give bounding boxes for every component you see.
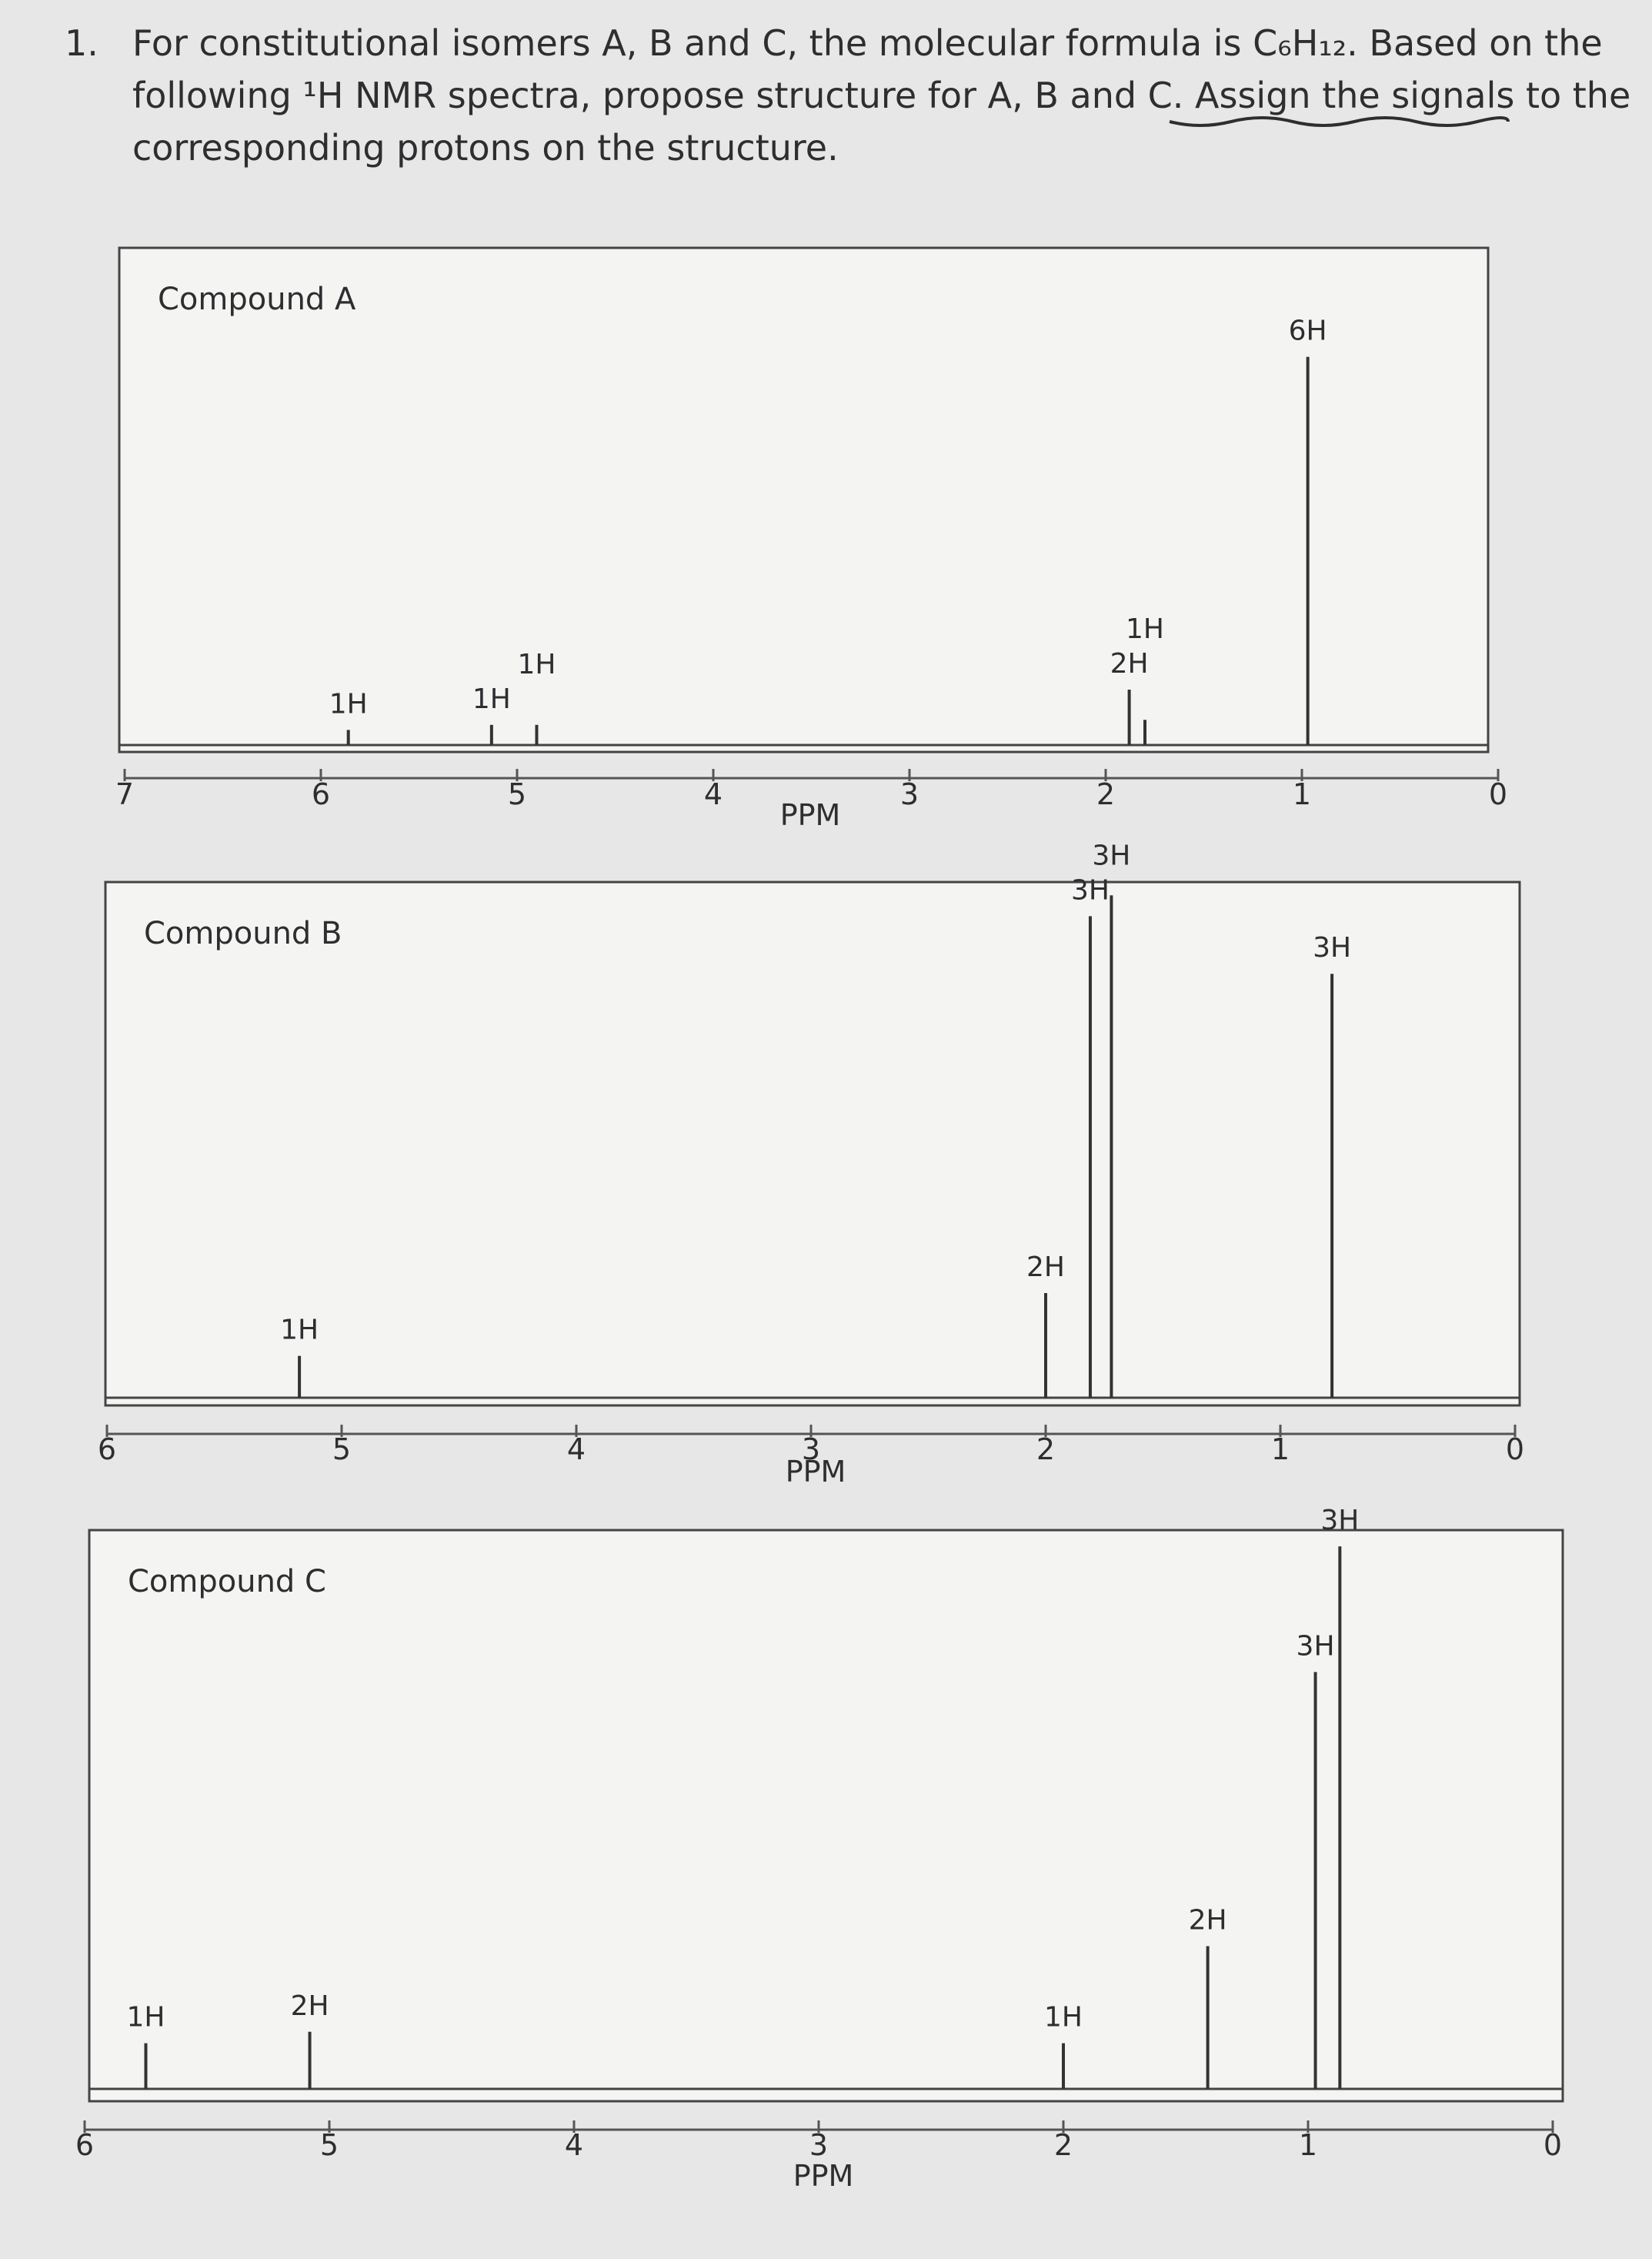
integration-label: 2H bbox=[1189, 1905, 1227, 1937]
tick-label: 1 bbox=[1293, 777, 1311, 811]
tick-label: 4 bbox=[565, 2128, 583, 2162]
tick-label: 5 bbox=[508, 777, 526, 811]
axis-label: PPM bbox=[780, 798, 841, 832]
integration-label: 1H bbox=[329, 688, 368, 720]
tick-label: 3 bbox=[900, 777, 919, 811]
spectrum-title: Compound A bbox=[158, 282, 356, 317]
tick-label: 0 bbox=[1544, 2128, 1562, 2162]
axis-label: PPM bbox=[793, 2159, 854, 2193]
spectrum-frame bbox=[118, 246, 1490, 754]
tick-label: 1 bbox=[1271, 1432, 1290, 1466]
tick-label: 5 bbox=[320, 2128, 339, 2162]
integration-label: 1H bbox=[472, 683, 511, 715]
tick-label: 2 bbox=[1036, 1432, 1055, 1466]
integration-label: 6H bbox=[1289, 316, 1327, 347]
question-number: 1. bbox=[65, 22, 98, 64]
integration-label: 2H bbox=[291, 1990, 329, 2022]
integration-label: 1H bbox=[1126, 613, 1164, 645]
integration-label: 1H bbox=[1044, 2002, 1083, 2033]
tick-label: 4 bbox=[704, 777, 723, 811]
spectrum-frame bbox=[104, 881, 1521, 1407]
integration-label: 2H bbox=[1110, 648, 1149, 680]
integration-label: 1H bbox=[127, 2002, 165, 2033]
integration-label: 3H bbox=[1071, 874, 1110, 906]
integration-label: 1H bbox=[280, 1315, 319, 1346]
integration-label: 3H bbox=[1092, 840, 1130, 871]
question-line: following ¹H NMR spectra, propose struct… bbox=[132, 75, 1630, 116]
tick-label: 3 bbox=[809, 2128, 828, 2162]
spectrum-frame bbox=[88, 1529, 1564, 2103]
tick-label: 6 bbox=[75, 2128, 94, 2162]
integration-label: 1H bbox=[518, 649, 556, 680]
tick-label: 2 bbox=[1096, 777, 1115, 811]
integration-label: 3H bbox=[1313, 932, 1351, 964]
axis-label: PPM bbox=[786, 1455, 846, 1489]
integration-label: 2H bbox=[1026, 1251, 1065, 1283]
tick-label: 1 bbox=[1299, 2128, 1317, 2162]
spectrum-title: Compound B bbox=[144, 916, 342, 951]
question-line: For constitutional isomers A, B and C, t… bbox=[132, 22, 1603, 64]
tick-label: 2 bbox=[1054, 2128, 1073, 2162]
integration-label: 3H bbox=[1297, 1630, 1335, 1662]
tick-label: 0 bbox=[1506, 1432, 1524, 1466]
tick-label: 0 bbox=[1489, 777, 1507, 811]
question-line: corresponding protons on the structure. bbox=[132, 127, 839, 169]
integration-label: 3H bbox=[1320, 1505, 1359, 1536]
tick-label: 3 bbox=[802, 1432, 820, 1466]
tick-label: 6 bbox=[312, 777, 330, 811]
tick-label: 7 bbox=[115, 777, 134, 811]
tick-label: 4 bbox=[567, 1432, 586, 1466]
tick-label: 6 bbox=[98, 1432, 116, 1466]
wavy-underline bbox=[1169, 116, 1510, 127]
tick-label: 5 bbox=[332, 1432, 351, 1466]
spectrum-title: Compound C bbox=[128, 1564, 326, 1599]
